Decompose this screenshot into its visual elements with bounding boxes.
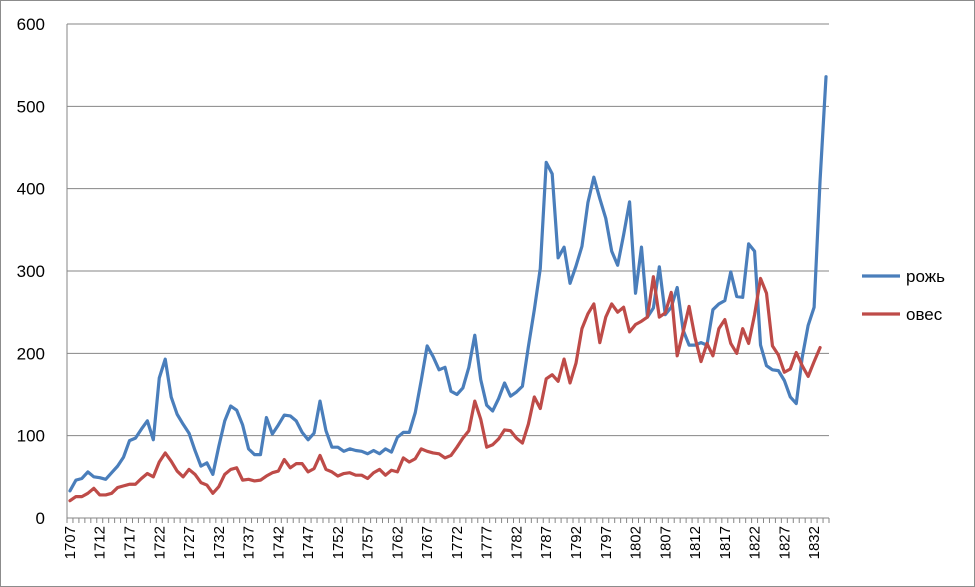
- x-tick-label: 1807: [657, 526, 674, 559]
- y-tick-label: 200: [17, 344, 45, 363]
- x-tick-label: 1727: [181, 526, 198, 559]
- x-tick-label: 1717: [122, 526, 139, 559]
- x-tick-label: 1732: [211, 526, 228, 559]
- y-tick-label: 300: [17, 262, 45, 281]
- x-tick-label: 1722: [151, 526, 168, 559]
- x-tick-label: 1792: [568, 526, 585, 559]
- legend-label-2: овес: [906, 305, 943, 324]
- x-tick-label: 1822: [747, 526, 764, 559]
- x-tick-label: 1747: [300, 526, 317, 559]
- series-lines: [68, 75, 828, 503]
- x-tick-label: 1777: [479, 526, 496, 559]
- legend: рожь овес: [862, 267, 945, 324]
- y-tick-label: 400: [17, 180, 45, 199]
- y-tick-label: 600: [17, 15, 45, 34]
- series-line-2: [68, 275, 822, 503]
- x-tick-label: 1752: [330, 526, 347, 559]
- x-tick-label: 1812: [687, 526, 704, 559]
- x-tick-label: 1712: [92, 526, 109, 559]
- y-tick-label: 0: [36, 509, 45, 528]
- series-line-1: [68, 75, 828, 493]
- x-tick-label: 1772: [449, 526, 466, 559]
- legend-label-1: рожь: [906, 267, 945, 286]
- y-tick-label: 500: [17, 97, 45, 116]
- x-tick-label: 1767: [419, 526, 436, 559]
- x-tick-label: 1797: [598, 526, 615, 559]
- y-tick-label: 100: [17, 427, 45, 446]
- x-tick-label: 1787: [538, 526, 555, 559]
- x-tick-label: 1832: [806, 526, 823, 559]
- x-tick-label: 1817: [717, 526, 734, 559]
- axes: 0 100 200 300 400 500 600 1707 1712 1717 1722 1727 1…: [17, 15, 830, 559]
- x-tick-label: 1782: [508, 526, 525, 559]
- x-tick-label: 1757: [360, 526, 377, 559]
- gridlines: [67, 23, 829, 437]
- x-tick-label: 1762: [389, 526, 406, 559]
- x-tick-label: 1827: [776, 526, 793, 559]
- x-tick-label: 1707: [62, 526, 79, 559]
- x-tick-label: 1802: [628, 526, 645, 559]
- x-tick-label: 1737: [241, 526, 258, 559]
- x-tick-label: 1742: [270, 526, 287, 559]
